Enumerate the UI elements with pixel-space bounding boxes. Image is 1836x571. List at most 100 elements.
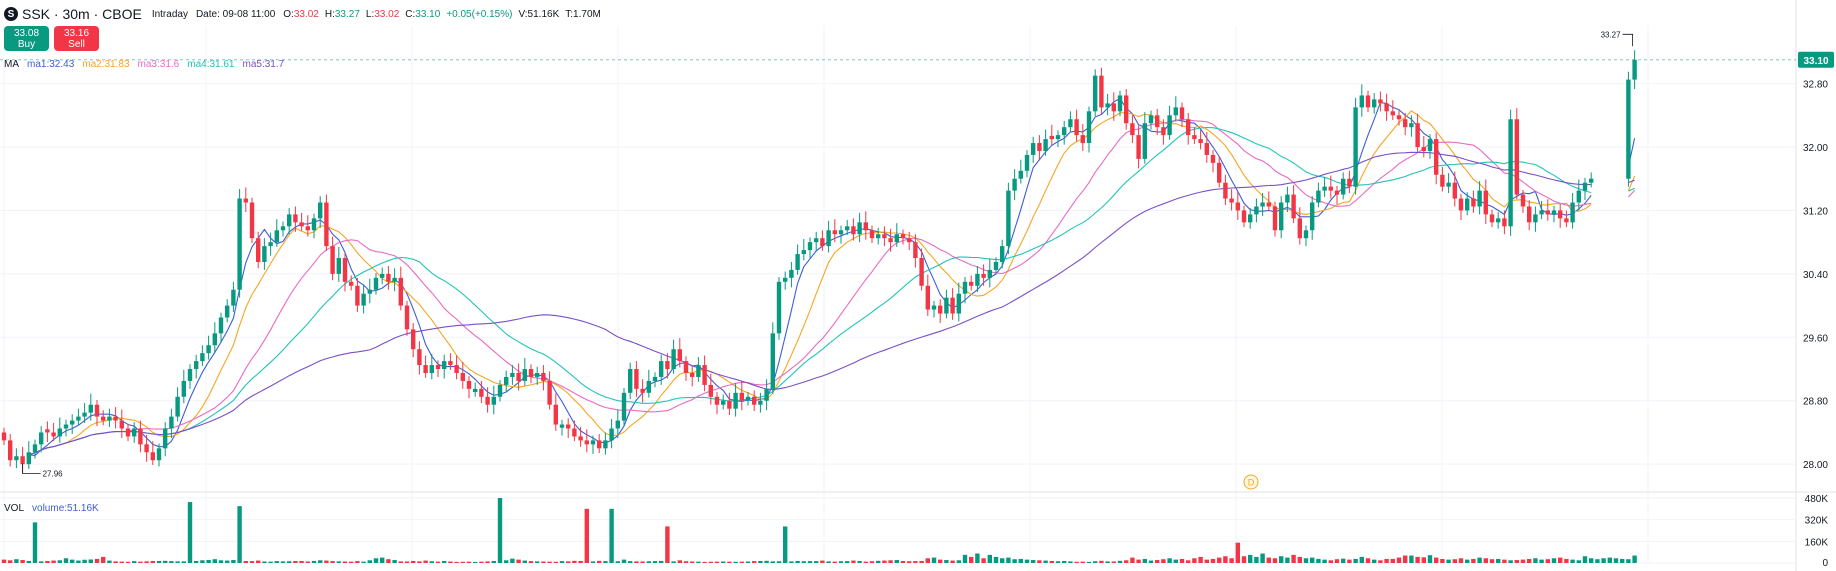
volume-bar <box>26 560 31 563</box>
volume-bar <box>231 560 236 563</box>
candle-body <box>417 349 422 366</box>
volume-bar <box>950 560 955 563</box>
candle <box>690 366 695 387</box>
candle <box>1508 109 1513 236</box>
candle-body <box>832 230 837 235</box>
volume-bar <box>956 560 961 563</box>
candle <box>1186 112 1191 145</box>
candle <box>628 362 633 400</box>
volume-bar <box>1062 560 1067 563</box>
volume-bar <box>535 561 540 563</box>
candle <box>1093 69 1098 117</box>
candle-body <box>925 285 930 310</box>
volume-bar <box>1155 560 1160 563</box>
volume-bar <box>1434 557 1439 563</box>
volume-bar <box>1471 558 1476 563</box>
candle <box>318 196 323 228</box>
candle-body <box>218 317 224 334</box>
candle-body <box>1365 95 1371 108</box>
candle-body <box>194 361 199 370</box>
buy-button[interactable]: 33.08 Buy <box>4 26 49 51</box>
candle <box>311 213 317 239</box>
volume-bar <box>1390 558 1395 563</box>
symbol-title[interactable]: SSK · 30m · CBOE <box>22 6 142 22</box>
volume-bar <box>1018 558 1023 563</box>
candle <box>1489 209 1495 228</box>
candle-body <box>907 238 912 243</box>
volume-bar <box>1359 556 1364 563</box>
candle <box>175 387 180 422</box>
volume-bar <box>404 561 410 563</box>
candle-body <box>256 238 261 262</box>
volume-bar <box>1496 558 1501 563</box>
candle-body <box>1161 127 1166 136</box>
candle-body <box>1037 143 1042 151</box>
candle-body <box>1334 190 1340 195</box>
candle-body <box>497 384 503 397</box>
volume-bar <box>1483 558 1488 563</box>
candle <box>1452 171 1457 207</box>
candle <box>1086 106 1092 153</box>
candle <box>938 299 943 324</box>
price-tick-label: 32.00 <box>1803 143 1828 154</box>
volume-bar <box>1589 558 1594 563</box>
volume-bar <box>1148 560 1154 563</box>
candle <box>993 257 999 275</box>
ma-title[interactable]: MA <box>4 59 19 70</box>
price-tick-label: 31.20 <box>1803 206 1828 217</box>
candle-body <box>1217 162 1222 183</box>
candle-body <box>758 400 763 405</box>
candle <box>758 392 763 413</box>
candle <box>1167 105 1172 140</box>
volume-bar <box>510 558 515 563</box>
volume-bar <box>795 560 800 563</box>
volume-bar <box>1229 558 1234 563</box>
volume-bar <box>113 561 118 563</box>
candle-body <box>1204 143 1209 155</box>
candle <box>659 354 664 385</box>
candle <box>1558 204 1563 228</box>
candle-body <box>1378 99 1383 104</box>
volume-bar <box>1620 558 1625 563</box>
candle-body <box>1186 119 1191 136</box>
candle-body <box>63 424 69 429</box>
candle-body <box>57 428 62 437</box>
candle <box>621 388 627 426</box>
candle <box>1365 90 1371 113</box>
volume-bar <box>1403 555 1408 563</box>
candle-body <box>187 369 193 381</box>
candle-body <box>888 238 893 243</box>
volume-bar <box>1582 556 1588 563</box>
vol-title[interactable]: VOL <box>4 503 25 514</box>
volume-bar <box>646 561 651 563</box>
candle-body <box>1272 206 1278 231</box>
volume-bar <box>584 508 589 563</box>
volume-bar <box>1328 560 1333 563</box>
volume-bar <box>814 561 819 563</box>
volume-bar <box>776 561 782 563</box>
candle <box>342 253 348 292</box>
candle <box>1272 201 1278 237</box>
candle-body <box>1055 135 1061 140</box>
volume-bar <box>225 560 230 563</box>
candle-body <box>1074 119 1079 136</box>
mode-label[interactable]: Intraday <box>151 8 188 20</box>
candle-body <box>1124 95 1129 124</box>
volume-bar <box>845 561 850 563</box>
candle <box>94 399 100 427</box>
chart-markers: 33.10 33.27 27.96 D <box>0 30 1834 490</box>
candle-body <box>714 396 720 405</box>
candle-body <box>1018 170 1023 179</box>
candle <box>200 345 205 366</box>
candle <box>212 322 217 354</box>
candle <box>169 408 174 439</box>
candle-body <box>566 424 571 429</box>
volume-bar <box>293 560 298 563</box>
sell-button[interactable]: 33.16 Sell <box>54 26 99 51</box>
volume-bar <box>380 557 385 563</box>
volume-bar <box>448 561 453 563</box>
volume-bar <box>411 560 416 563</box>
ma5-line <box>28 151 1635 456</box>
volume-bar <box>708 561 713 563</box>
volume-bar <box>1508 560 1513 563</box>
